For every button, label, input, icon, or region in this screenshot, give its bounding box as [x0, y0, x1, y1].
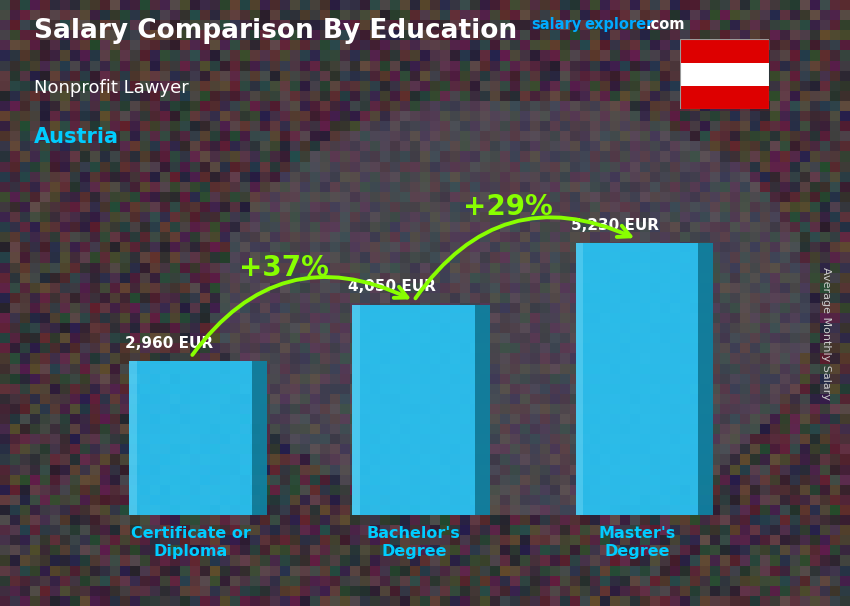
Bar: [575, 244, 583, 515]
Bar: [353, 305, 475, 515]
Text: +37%: +37%: [240, 255, 329, 282]
Text: Nonprofit Lawyer: Nonprofit Lawyer: [34, 79, 189, 97]
Text: Average Monthly Salary: Average Monthly Salary: [821, 267, 831, 400]
Text: 2,960 EUR: 2,960 EUR: [125, 336, 213, 351]
Bar: [699, 244, 713, 515]
Bar: [680, 62, 769, 86]
Bar: [353, 305, 360, 515]
Bar: [129, 361, 137, 515]
Bar: [680, 39, 769, 62]
Text: +29%: +29%: [462, 193, 552, 221]
Text: 5,230 EUR: 5,230 EUR: [571, 218, 659, 233]
Text: Salary Comparison By Education: Salary Comparison By Education: [34, 18, 517, 44]
Text: 4,050 EUR: 4,050 EUR: [348, 279, 436, 295]
Bar: [575, 244, 699, 515]
Text: Austria: Austria: [34, 127, 119, 147]
Text: .com: .com: [645, 17, 684, 32]
Bar: [129, 361, 252, 515]
Bar: [475, 305, 490, 515]
Text: salary: salary: [531, 17, 581, 32]
Text: explorer: explorer: [585, 17, 654, 32]
Bar: [252, 361, 267, 515]
Bar: [680, 86, 769, 109]
